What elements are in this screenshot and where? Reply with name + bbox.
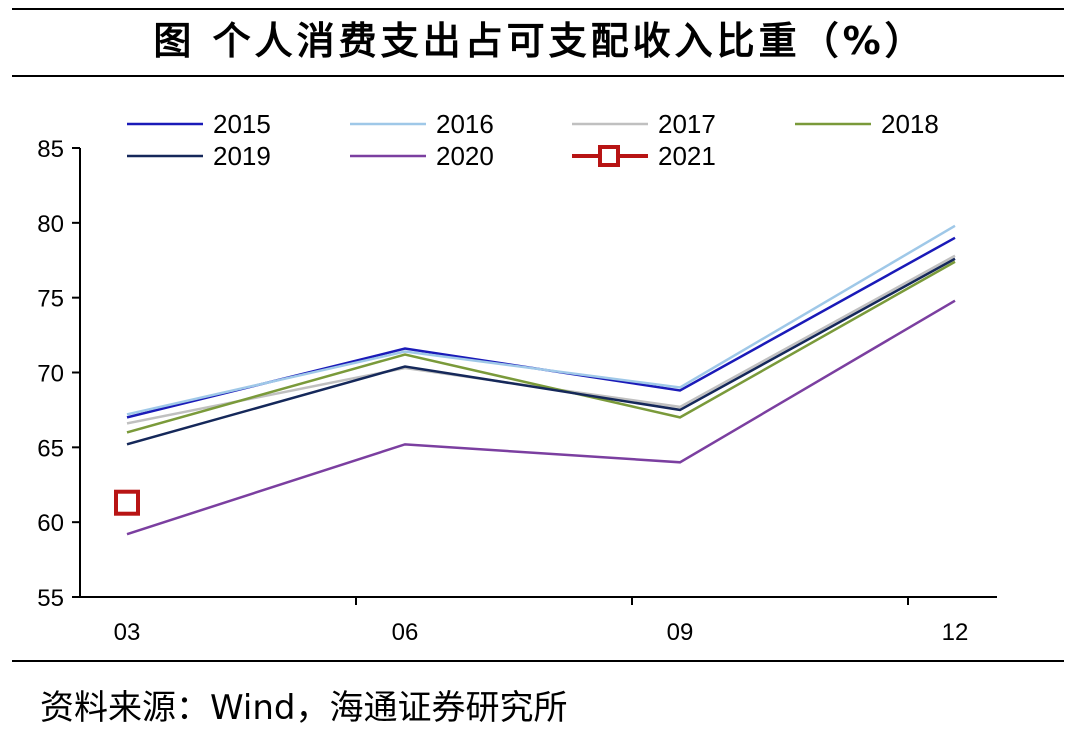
series-layer — [114, 224, 956, 536]
y-tick-label-85: 85 — [37, 136, 64, 163]
y-tick-label-75: 75 — [37, 286, 64, 313]
legend-label-2018: 2018 — [881, 109, 939, 139]
legend: 2015 2016 2017 2018 2019 2020 2021 — [127, 109, 939, 171]
x-tick-label-03: 03 — [114, 619, 141, 646]
x-tick-label-12: 12 — [942, 619, 969, 646]
y-tick-label-70: 70 — [37, 361, 64, 388]
series-line-2020 — [126, 299, 956, 536]
top-rule — [12, 8, 1064, 10]
series-line-2019 — [126, 257, 956, 446]
x-tick-label-09: 09 — [667, 619, 694, 646]
legend-label-2017: 2017 — [658, 109, 716, 139]
series-point-2021-0 — [114, 489, 140, 516]
y-tick-label-55: 55 — [37, 585, 64, 612]
legend-label-2020: 2020 — [436, 141, 494, 171]
legend-label-2016: 2016 — [436, 109, 494, 139]
series-line-2018 — [126, 260, 956, 434]
legend-marker-2021 — [598, 145, 620, 167]
series-line-2016 — [126, 224, 956, 416]
y-tick-label-65: 65 — [37, 435, 64, 462]
axes: 55 60 65 70 75 80 85 03 06 09 12 — [37, 136, 997, 646]
chart-title: 图 个人消费支出占可支配收入比重（%） — [153, 19, 927, 63]
legend-label-2019: 2019 — [213, 141, 271, 171]
legend-label-2015: 2015 — [213, 109, 271, 139]
source-note: 资料来源：Wind，海通证券研究所 — [40, 688, 568, 728]
legend-label-2021: 2021 — [658, 141, 716, 171]
y-tick-label-80: 80 — [37, 211, 64, 238]
source-top-rule — [12, 660, 1064, 662]
title-bottom-rule — [12, 75, 1064, 77]
x-tick-label-06: 06 — [392, 619, 419, 646]
y-tick-label-60: 60 — [37, 510, 64, 537]
